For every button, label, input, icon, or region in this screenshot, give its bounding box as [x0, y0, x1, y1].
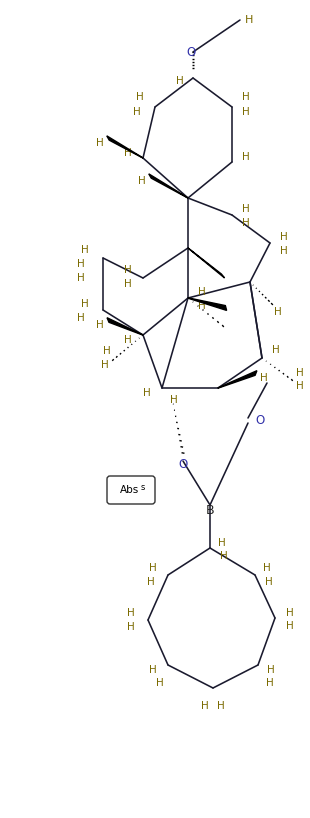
- Text: H: H: [156, 678, 164, 688]
- Text: H: H: [133, 107, 141, 117]
- Text: H: H: [127, 622, 135, 632]
- Polygon shape: [218, 371, 257, 389]
- Text: H: H: [217, 701, 225, 711]
- Text: H: H: [296, 368, 304, 378]
- Text: Abs: Abs: [120, 485, 140, 495]
- Text: H: H: [201, 701, 209, 711]
- Text: H: H: [143, 388, 151, 398]
- Text: H: H: [242, 218, 250, 228]
- Polygon shape: [149, 174, 188, 198]
- Text: H: H: [274, 307, 282, 317]
- Text: H: H: [124, 335, 132, 345]
- Text: H: H: [124, 279, 132, 289]
- Text: H: H: [242, 152, 250, 162]
- Text: H: H: [242, 92, 250, 102]
- Text: H: H: [286, 621, 294, 631]
- Text: H: H: [147, 577, 155, 587]
- Text: H: H: [127, 608, 135, 618]
- Text: H: H: [149, 563, 157, 573]
- Text: H: H: [77, 313, 85, 323]
- Text: H: H: [280, 232, 288, 242]
- Text: H: H: [96, 320, 104, 330]
- Text: H: H: [96, 138, 104, 148]
- Text: H: H: [149, 665, 157, 675]
- Text: H: H: [170, 395, 178, 405]
- Text: O: O: [178, 459, 188, 471]
- FancyBboxPatch shape: [107, 476, 155, 504]
- Text: H: H: [77, 273, 85, 283]
- Text: H: H: [198, 301, 206, 311]
- Polygon shape: [107, 317, 143, 335]
- Text: H: H: [265, 577, 273, 587]
- Text: H: H: [101, 360, 109, 370]
- Text: H: H: [280, 246, 288, 256]
- Text: H: H: [272, 345, 280, 355]
- Text: H: H: [245, 15, 253, 25]
- Text: H: H: [81, 245, 89, 255]
- Text: H: H: [286, 608, 294, 618]
- Text: H: H: [242, 107, 250, 117]
- Text: O: O: [255, 414, 265, 426]
- Text: H: H: [176, 76, 184, 86]
- Text: B: B: [206, 504, 214, 516]
- Text: H: H: [267, 665, 275, 675]
- Polygon shape: [188, 248, 224, 278]
- Text: H: H: [263, 563, 271, 573]
- Text: H: H: [81, 299, 89, 309]
- Text: H: H: [296, 381, 304, 391]
- Text: H: H: [198, 287, 206, 297]
- Text: O: O: [186, 46, 196, 59]
- Text: s: s: [141, 483, 145, 492]
- Text: H: H: [124, 265, 132, 275]
- Text: H: H: [266, 678, 274, 688]
- Text: H: H: [260, 373, 268, 383]
- Text: H: H: [136, 92, 144, 102]
- Text: H: H: [103, 346, 111, 356]
- Text: H: H: [124, 148, 132, 158]
- Text: H: H: [138, 176, 146, 186]
- Text: H: H: [242, 204, 250, 214]
- Text: H: H: [218, 538, 226, 548]
- Polygon shape: [188, 298, 227, 310]
- Polygon shape: [107, 136, 143, 158]
- Text: H: H: [220, 551, 228, 561]
- Text: H: H: [77, 259, 85, 269]
